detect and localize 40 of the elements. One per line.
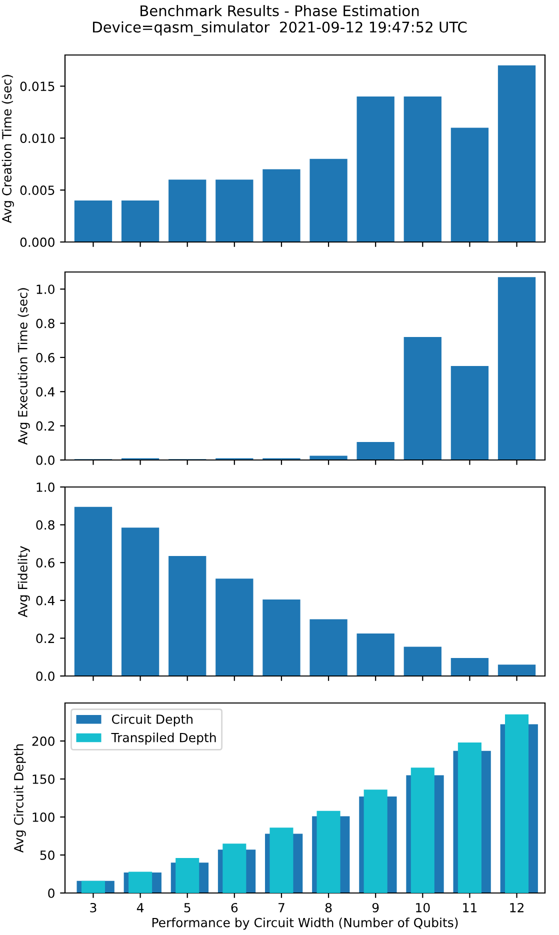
- y-tick-label: 0.8: [36, 318, 54, 328]
- y-tick-label: 1.0: [36, 482, 54, 492]
- y-tick-label: 0.005: [20, 186, 54, 195]
- y-tick-label: 0: [48, 888, 54, 898]
- legend-label: Transpiled Depth: [111, 732, 216, 745]
- y-tick-label: 0.2: [36, 421, 54, 431]
- y-tick-label: 1.0: [36, 284, 54, 294]
- y-tick-label: 0.010: [20, 134, 54, 144]
- x-tick-label: 5: [184, 903, 190, 912]
- y-tick-label: 50: [40, 850, 54, 860]
- y-tick-label: 0.2: [36, 634, 54, 644]
- y-axis-title: Avg Creation Time (sec): [2, 74, 14, 224]
- y-tick-label: 150: [32, 774, 54, 784]
- y-tick-label: 0.6: [36, 352, 54, 362]
- x-tick-label: 12: [510, 902, 524, 912]
- y-tick-label: 0.0: [36, 455, 54, 465]
- y-axis-title: Avg Execution Time (sec): [18, 288, 30, 445]
- y-tick-label: 0.0: [36, 671, 54, 681]
- y-tick-label: 0.8: [36, 520, 54, 530]
- chart-title: Benchmark Results - Phase Estimation: [140, 5, 419, 16]
- x-tick-label: 9: [372, 902, 379, 912]
- x-tick-label: 11: [463, 903, 477, 912]
- x-tick-label: 4: [136, 903, 144, 912]
- x-tick-label: 6: [231, 902, 238, 912]
- y-tick-label: 200: [32, 736, 54, 746]
- y-tick-label: 0.015: [20, 82, 54, 92]
- x-axis-title: Performance by Circuit Width (Number of Qubits): [152, 918, 458, 930]
- y-tick-label: 0.6: [36, 558, 54, 568]
- chart-subtitle: Device=qasm_simulator 2021-09-12 19:47:52 UTC: [93, 21, 467, 36]
- y-tick-label: 0.000: [20, 237, 54, 247]
- x-tick-label: 10: [416, 902, 430, 912]
- y-tick-label: 0.4: [36, 387, 55, 397]
- y-axis-title: Avg Fidelity: [18, 546, 30, 618]
- y-axis-title: Avg Circuit Depth: [14, 744, 26, 853]
- y-tick-label: 100: [32, 812, 54, 822]
- x-tick-label: 7: [278, 903, 284, 912]
- y-tick-label: 0.4: [36, 596, 55, 606]
- legend-label: Circuit Depth: [112, 714, 192, 726]
- x-tick-label: 3: [90, 902, 96, 912]
- x-tick-label: 8: [325, 902, 332, 912]
